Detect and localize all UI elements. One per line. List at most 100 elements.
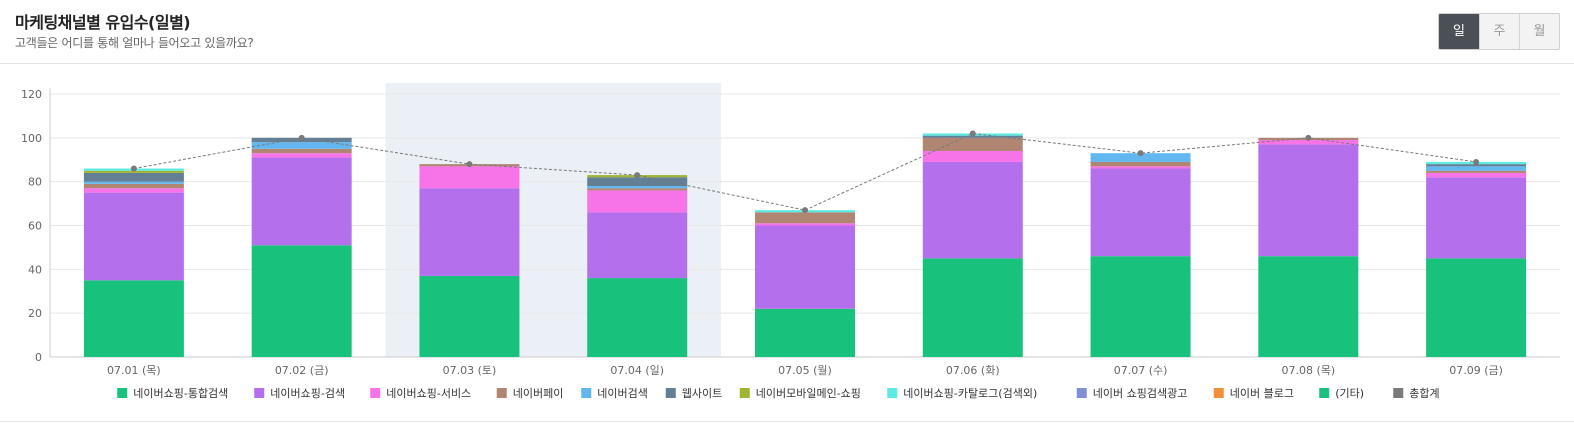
divider — [0, 421, 1574, 422]
y-tick-label: 80 — [28, 176, 42, 189]
bar-segment — [1090, 168, 1191, 257]
y-tick-label: 60 — [28, 220, 42, 233]
legend-swatch — [117, 388, 128, 398]
legend-swatch — [1319, 388, 1330, 398]
legend-item: 총합계 — [1409, 387, 1439, 400]
bar-segment — [1426, 170, 1527, 173]
x-tick-label: 07.01 (목) — [107, 364, 161, 377]
bar-segment — [83, 170, 184, 173]
legend-item: 네이버쇼핑-검색 — [270, 387, 345, 400]
legend-item: 네이버검색 — [597, 387, 648, 400]
legend-swatch — [581, 388, 592, 398]
bar-segment — [1258, 256, 1359, 357]
total-point — [969, 130, 976, 137]
y-tick-label: 100 — [21, 132, 42, 145]
bar-segment — [587, 190, 688, 213]
bar-segment — [1426, 164, 1527, 167]
bar-segment — [1090, 161, 1191, 167]
bar-segment — [755, 212, 855, 224]
x-tick-label: 07.06 (화) — [946, 364, 1000, 377]
bar-segment — [83, 280, 184, 357]
x-tick-label: 07.04 (일) — [610, 363, 664, 377]
channel-inflow-chart: 0 20 40 60 80 100 120 07.01 (목) 07.02 (금) 07.03 (… — [21, 83, 1560, 400]
bar-segment — [1090, 256, 1191, 357]
legend-swatch — [1076, 388, 1087, 398]
period-daily-button[interactable]: 일 — [1439, 14, 1479, 49]
total-point — [1473, 158, 1480, 165]
bar-segment — [1090, 153, 1191, 162]
legend-item: 네이버쇼핑-서비스 — [386, 387, 471, 400]
x-tick-label: 07.03 (토) — [443, 364, 497, 377]
total-point — [1137, 150, 1144, 157]
x-tick-label: 07.02 (금) — [275, 364, 329, 377]
bar-segment — [587, 212, 688, 279]
total-line — [133, 132, 1477, 211]
legend-swatch — [887, 388, 898, 398]
y-tick-label: 20 — [28, 307, 42, 320]
total-point — [298, 134, 305, 141]
legend-swatch — [1393, 388, 1404, 398]
legend-item: 웹사이트 — [682, 387, 722, 400]
bar-segment — [83, 188, 184, 193]
legend-item: 네이버쇼핑-통합검색 — [133, 387, 228, 400]
x-tick-label: 07.05 (월) — [778, 364, 832, 377]
chart-header: 마케팅채널별 유입수(일별) 고객들은 어디를 통해 얼마나 들어오고 있을까요… — [0, 0, 1574, 64]
bar-segment — [251, 153, 352, 158]
bar-segment — [1426, 177, 1527, 259]
bar-segment — [1090, 166, 1191, 169]
legend-swatch — [254, 388, 265, 398]
bar-segment — [83, 181, 184, 184]
period-toggle: 일 주 월 — [1438, 13, 1560, 50]
bar-segment — [755, 225, 855, 309]
bar-segment — [1426, 172, 1527, 178]
total-point — [1305, 134, 1312, 141]
bar-segment — [1426, 258, 1527, 357]
bar-segment — [83, 192, 184, 281]
legend-swatch — [1213, 388, 1224, 398]
bar-segment — [922, 161, 1023, 259]
legend-item: 네이버쇼핑-카탈로그(검색외) — [903, 387, 1037, 400]
bar-segment — [83, 183, 184, 189]
bar-segment — [922, 137, 1023, 151]
legend-item: 네이버페이 — [513, 387, 564, 400]
legend-item: 네이버 쇼핑검색광고 — [1093, 387, 1188, 400]
bar-segment — [755, 308, 855, 357]
bar-segment — [419, 275, 520, 357]
total-point — [634, 172, 641, 179]
total-point — [130, 165, 137, 172]
page-title: 마케팅채널별 유입수(일별) — [15, 13, 191, 32]
bar-segment — [922, 258, 1023, 357]
bar-segment — [1258, 140, 1359, 145]
bar-segment — [922, 135, 1023, 138]
legend-item: 네이버 블로그 — [1230, 387, 1294, 400]
period-weekly-button[interactable]: 주 — [1479, 14, 1519, 49]
legend-swatch — [665, 388, 676, 398]
bar-segment — [587, 177, 688, 187]
legend-swatch — [739, 388, 750, 398]
bar-segment — [419, 188, 520, 276]
bar-segment — [1258, 144, 1359, 257]
bar-segment — [419, 166, 520, 189]
legend-swatch — [370, 388, 381, 398]
legend-swatch — [496, 388, 507, 398]
y-tick-label: 120 — [21, 88, 42, 101]
x-tick-label: 07.07 (수) — [1114, 364, 1168, 377]
legend-item: (기타) — [1335, 387, 1364, 400]
bar-segment — [587, 188, 688, 191]
y-tick-label: 0 — [35, 351, 42, 364]
bar-segment — [251, 245, 352, 357]
bar-segment — [251, 142, 352, 149]
bar-segment — [251, 148, 352, 154]
y-tick-label: 40 — [28, 263, 42, 276]
bar-segment — [587, 186, 688, 189]
x-tick-label: 07.09 (금) — [1449, 364, 1503, 377]
period-monthly-button[interactable]: 월 — [1519, 14, 1559, 49]
bar-segment — [83, 172, 184, 182]
total-point — [466, 161, 473, 168]
total-point — [802, 207, 808, 214]
x-tick-label: 07.08 (목) — [1281, 364, 1335, 377]
bar-segment — [251, 157, 352, 246]
bar-segment — [587, 278, 688, 357]
bar-segment — [1426, 166, 1527, 171]
legend-item: 네이버모바일메인-쇼핑 — [756, 386, 861, 400]
